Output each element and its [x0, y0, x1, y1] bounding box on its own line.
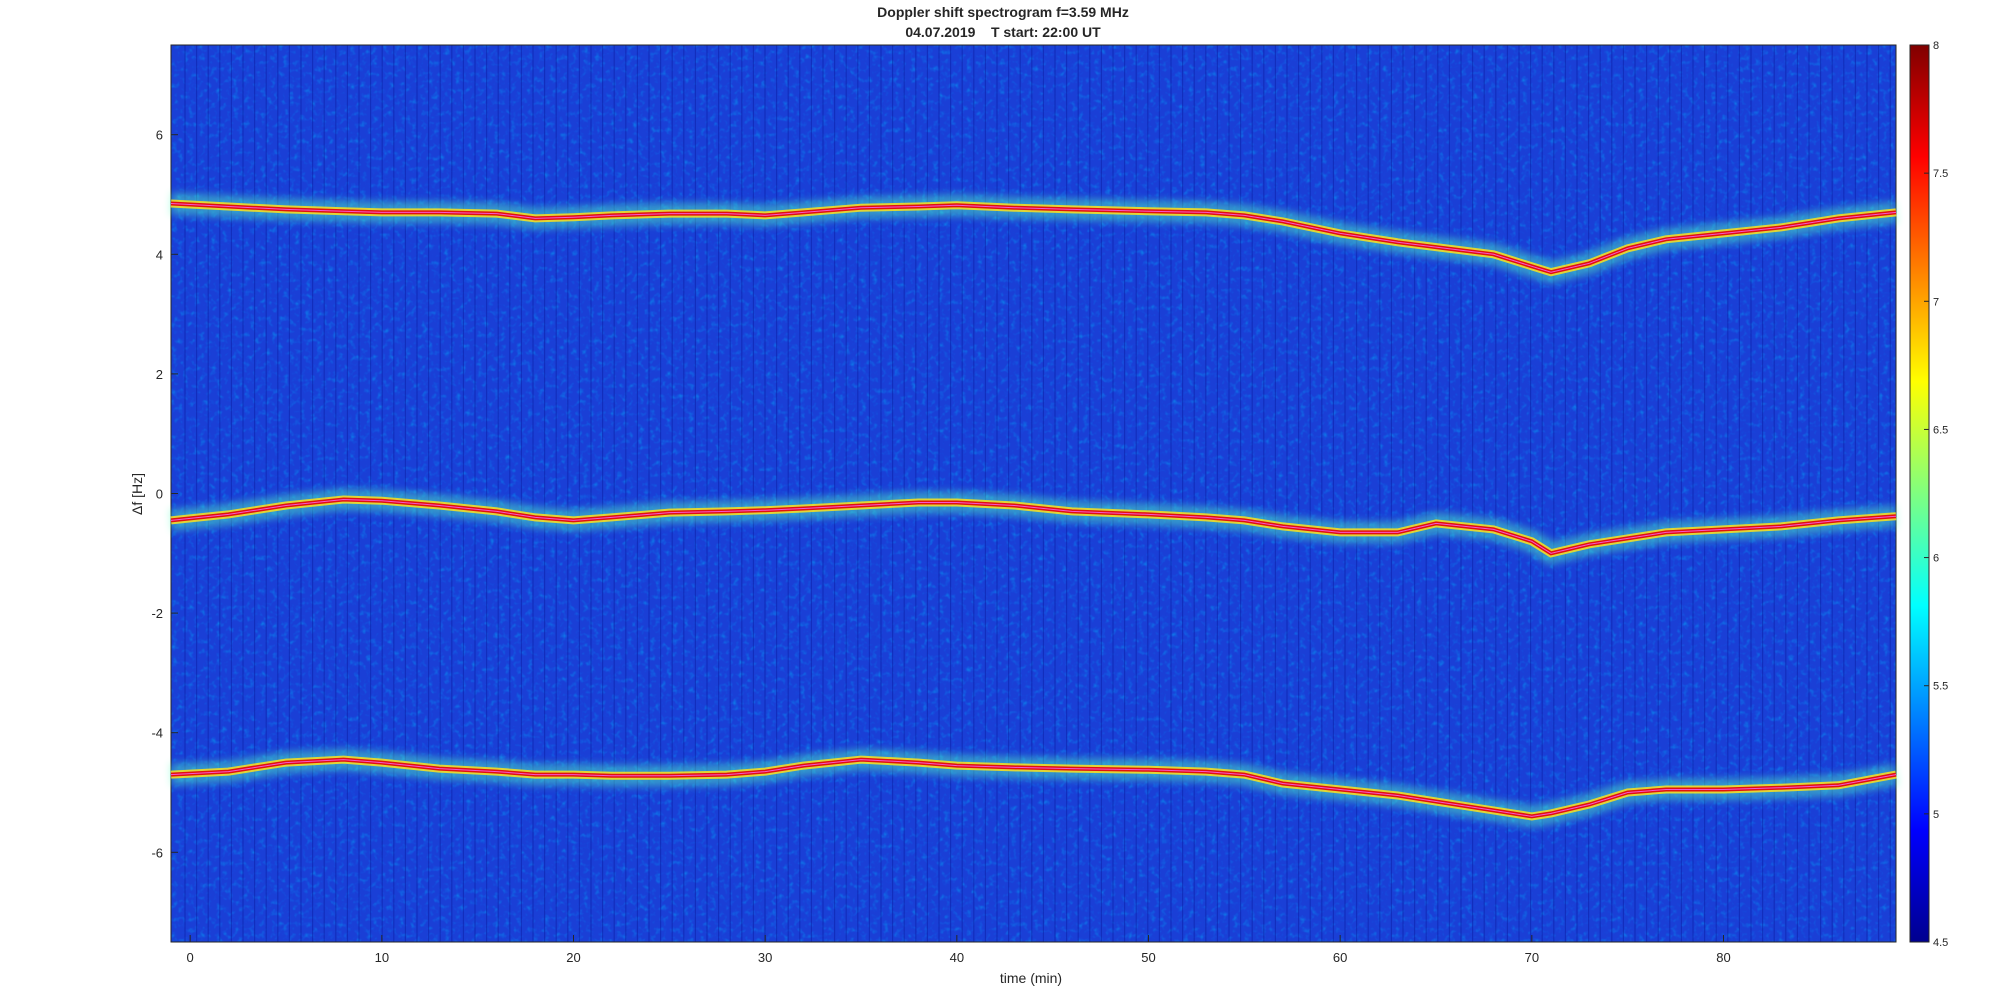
- colorbar-tick-label: 8: [1933, 40, 1939, 52]
- colorbar-tick-label: 6: [1933, 553, 1939, 565]
- trace-lines: [169, 192, 1899, 828]
- trace-1-edge: [170, 498, 1897, 554]
- trace-0-edge: [170, 203, 1897, 273]
- plot-area: [170, 44, 1897, 943]
- colorbar-tick-label: 7: [1933, 296, 1939, 308]
- trace-2-edge: [170, 759, 1897, 817]
- x-tick-label: 30: [758, 950, 772, 965]
- y-tick-label: 2: [156, 367, 163, 382]
- x-tick-label: 70: [1525, 950, 1539, 965]
- x-tick-label: 50: [1141, 950, 1155, 965]
- y-tick-label: 4: [156, 247, 163, 262]
- colorbar-tick-label: 7.5: [1933, 168, 1948, 180]
- x-axis-label: time (min): [1000, 970, 1062, 986]
- x-tick-label: 80: [1716, 950, 1730, 965]
- y-axis-label: Δf [Hz]: [129, 473, 145, 515]
- y-tick-label: -4: [151, 726, 163, 741]
- x-axis: 0 10 20 30 40 50 60 70 80: [187, 935, 1731, 965]
- x-tick-label: 40: [950, 950, 964, 965]
- x-tick-label: 10: [375, 950, 389, 965]
- chart-subtitle: 04.07.2019 T start: 22:00 UT: [905, 24, 1101, 40]
- colorbar-tick-label: 4.5: [1933, 937, 1948, 949]
- colorbar-gradient: [1909, 44, 1930, 943]
- y-tick-label: 6: [156, 128, 163, 143]
- y-tick-label: -2: [151, 606, 163, 621]
- x-tick-label: 20: [566, 950, 580, 965]
- x-tick-label: 0: [187, 950, 194, 965]
- colorbar: 8 7.5 7 6.5 6 5.5 5 4.5: [1909, 40, 1948, 949]
- spectrogram-noise: [171, 45, 1896, 942]
- x-tick-label: 60: [1333, 950, 1347, 965]
- colorbar-tick-label: 5: [1933, 809, 1939, 821]
- y-tick-label: -6: [151, 845, 163, 860]
- y-tick-label: 0: [156, 487, 163, 502]
- colorbar-tick-label: 5.5: [1933, 681, 1948, 693]
- y-axis: 6 4 2 0 -2 -4 -6: [151, 128, 178, 860]
- colorbar-tick-label: 6.5: [1933, 424, 1948, 436]
- chart-title: Doppler shift spectrogram f=3.59 MHz: [877, 4, 1129, 20]
